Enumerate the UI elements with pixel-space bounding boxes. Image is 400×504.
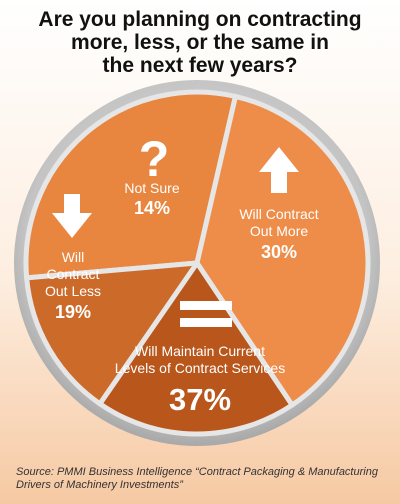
slice-label-line: Contract (47, 266, 100, 282)
arrow-up-icon (259, 147, 299, 193)
slice-will-maintain (194, 93, 371, 408)
chart-title: Are you planning on contracting more, le… (0, 8, 400, 77)
slice-label-line: Not Sure (124, 180, 179, 196)
slice-label-line: Will Maintain Current (135, 343, 265, 359)
source-note: Source: PMMI Business Intelligence “Cont… (16, 466, 396, 492)
slice-label-line: Out Less (45, 283, 101, 299)
question-mark-icon: ? (139, 131, 170, 187)
slice-label-less: Will Contract Out Less 19% (45, 249, 101, 322)
title-line: more, less, or the same in (71, 31, 329, 54)
source-line: Source: PMMI Business Intelligence “Cont… (16, 466, 378, 478)
slice-label-line: Will Contract (239, 206, 318, 222)
equals-icon (180, 301, 232, 327)
title-line: the next few years? (102, 54, 298, 77)
slice-value-label: 37% (169, 382, 231, 417)
svg-text:?: ? (139, 131, 170, 187)
arrow-down-icon (52, 194, 92, 238)
slice-label-more: Will Contract Out More 30% (239, 206, 318, 262)
slice-value-label: 19% (55, 302, 91, 322)
slice-label-not-sure: Not Sure 14% (124, 180, 179, 218)
pie-slices (23, 89, 371, 437)
slice-will-contract-out-less (97, 260, 295, 437)
slice-label-line: Levels of Contract Services (115, 360, 285, 376)
slice-label-line: Out More (250, 223, 309, 239)
slice-will-contract-out-more (23, 89, 238, 281)
title-line: Are you planning on contracting (38, 8, 362, 31)
slice-value-label: 30% (261, 242, 297, 262)
source-line: Drivers of Machinery Investments” (16, 479, 183, 491)
slice-value-label: 14% (134, 198, 170, 218)
slice-label-maintain: Will Maintain Current Levels of Contract… (115, 343, 285, 417)
slice-label-line: Will (62, 249, 85, 265)
slice-not-sure (24, 260, 200, 407)
